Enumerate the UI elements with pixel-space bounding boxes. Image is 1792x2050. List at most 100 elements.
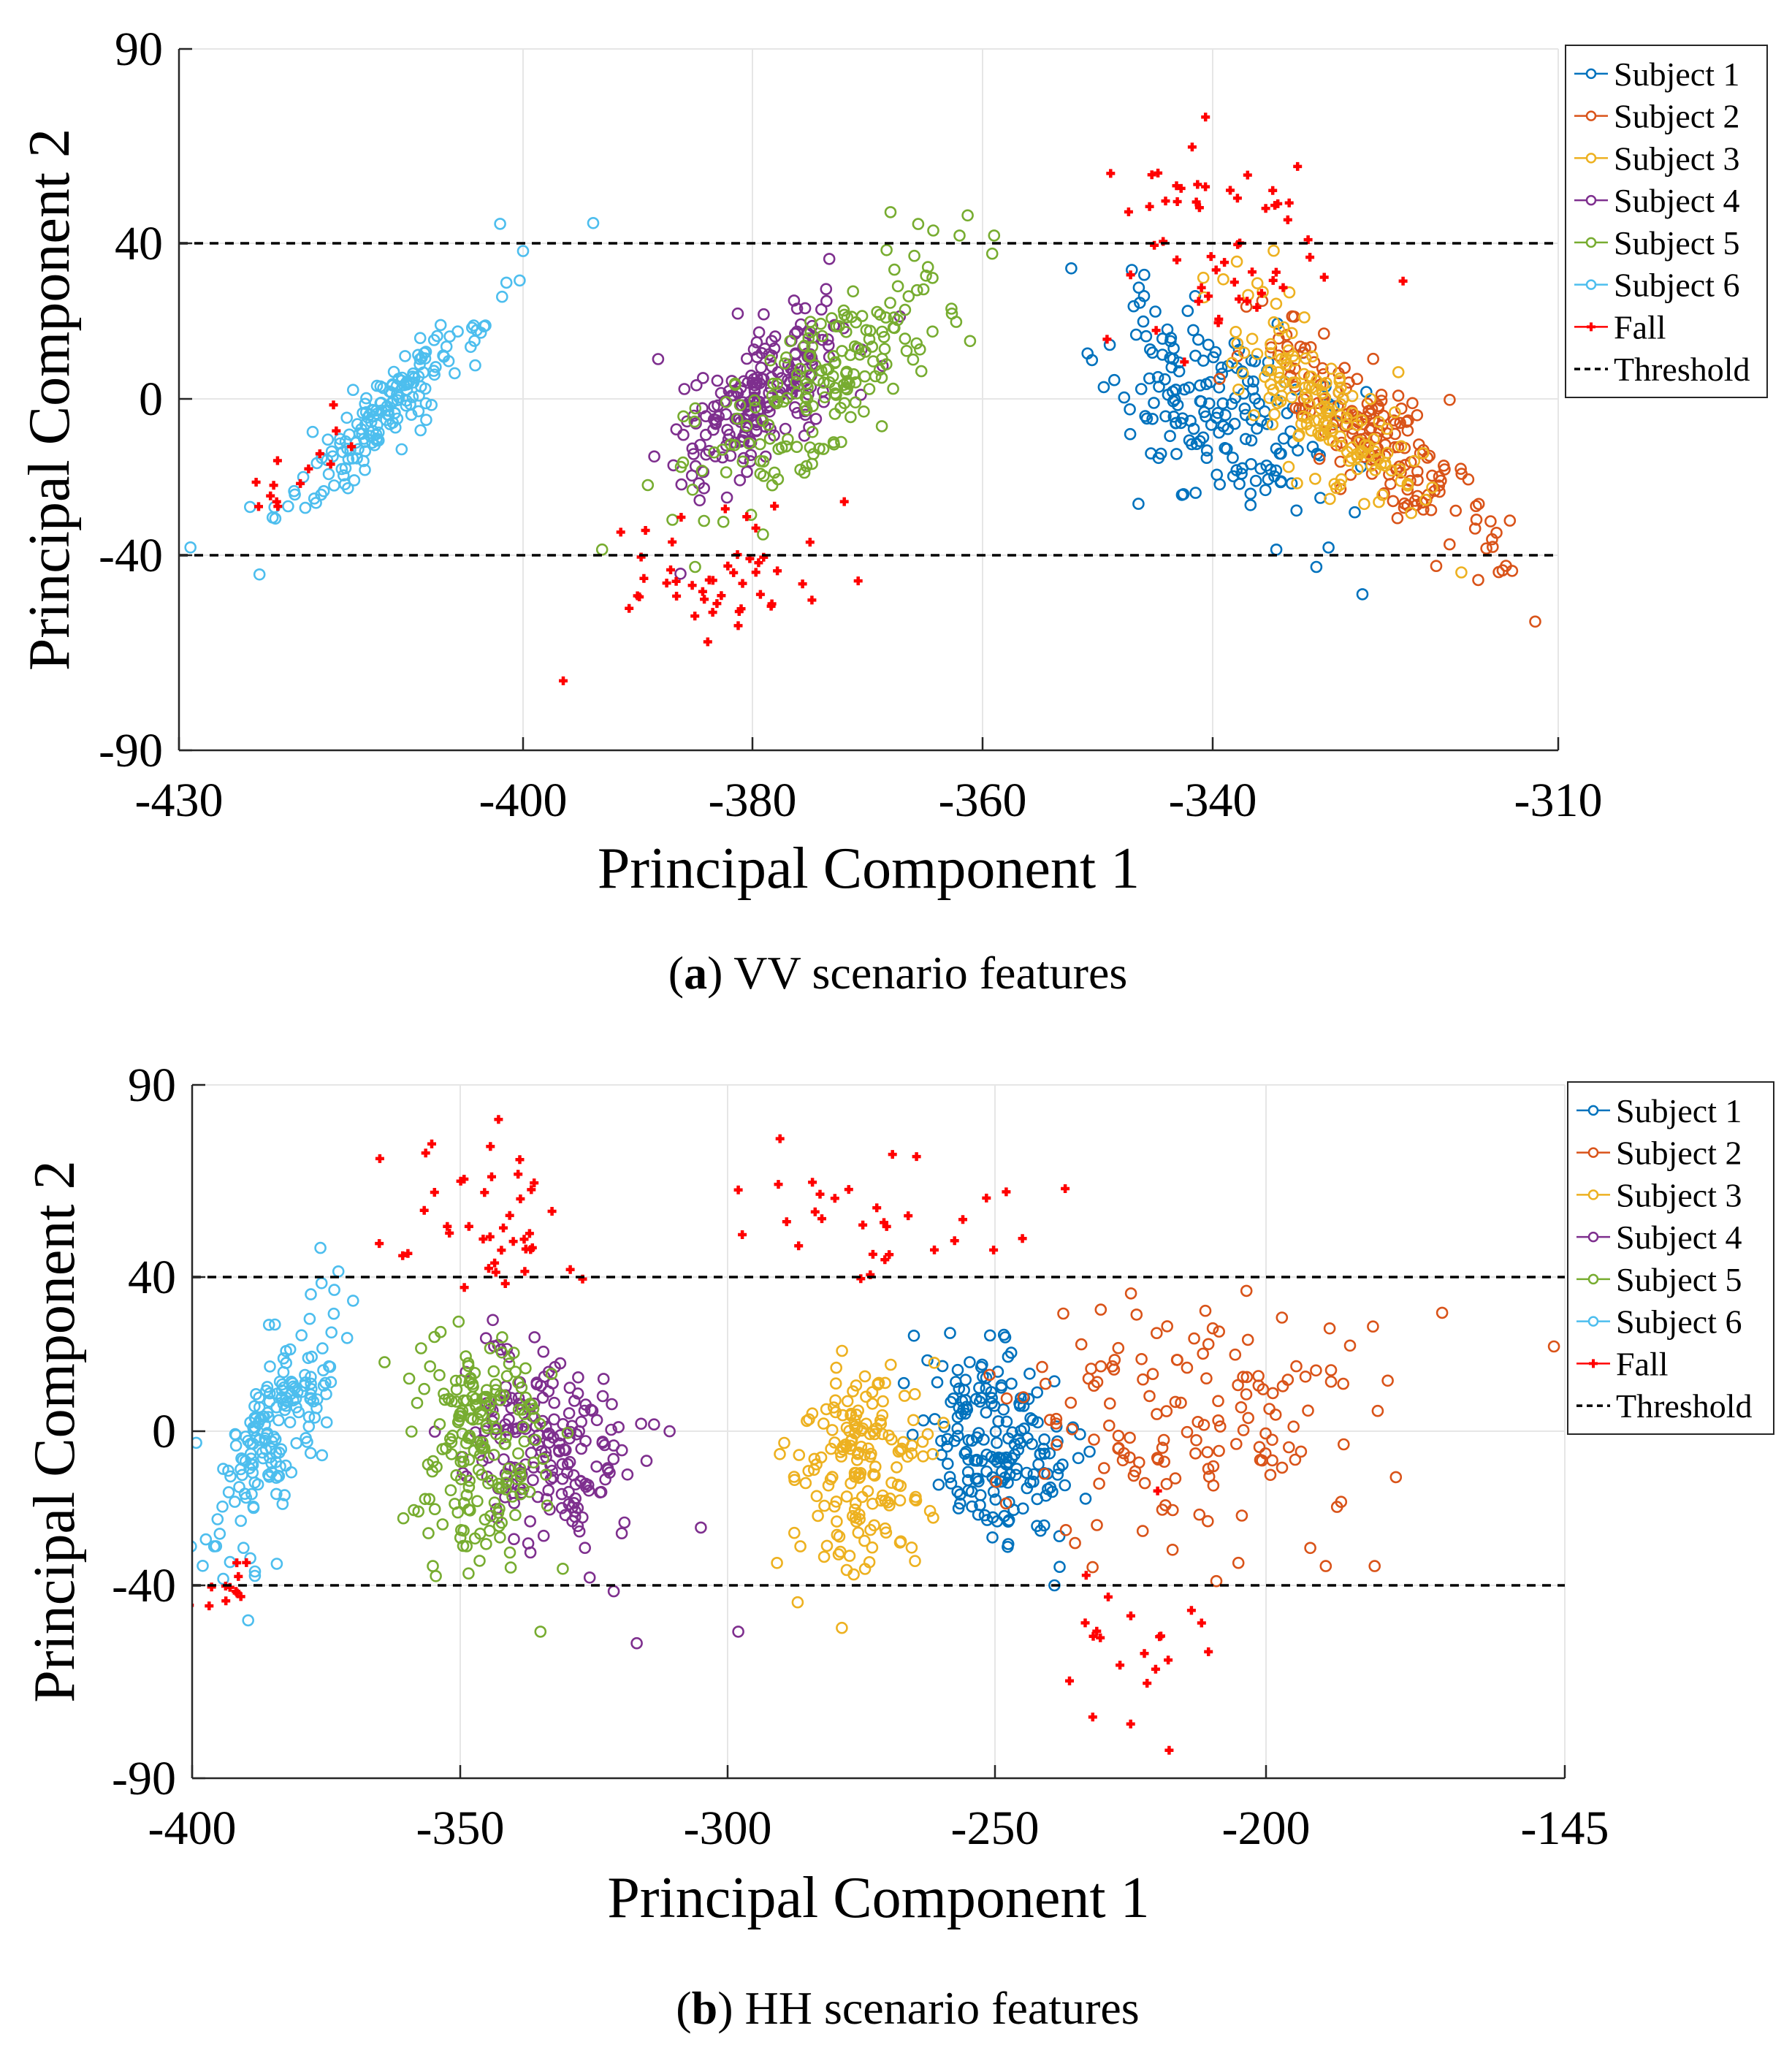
scatter-point	[1261, 418, 1273, 430]
scatter-point	[1251, 348, 1264, 360]
fall-point	[815, 1189, 825, 1199]
scatter-point	[612, 1421, 625, 1433]
scatter-point	[1275, 353, 1288, 365]
scatter-point	[1330, 1501, 1343, 1513]
legend-marker	[1585, 153, 1597, 164]
scatter-point	[1023, 1368, 1036, 1380]
scatter-point	[688, 415, 701, 428]
scatter-point	[1430, 560, 1443, 573]
scatter-point	[1319, 414, 1332, 427]
scatter-point	[1238, 346, 1251, 359]
scatter-point	[1373, 416, 1386, 428]
scatter-point	[1093, 1477, 1105, 1490]
scatter-point	[992, 1415, 1004, 1428]
fall-point	[1213, 318, 1223, 327]
scatter-point	[980, 1371, 993, 1384]
fall-point	[232, 1587, 241, 1596]
fall-point	[1293, 161, 1303, 171]
scatter-point	[1188, 1332, 1200, 1345]
scatter-point	[867, 355, 880, 367]
scatter-point	[534, 1626, 547, 1638]
fall-point	[460, 1283, 469, 1292]
scatter-point	[1194, 435, 1206, 448]
scatter-point	[858, 1370, 872, 1383]
scatter-point	[850, 1379, 863, 1392]
scatter-point	[1389, 417, 1402, 430]
scatter-point	[1286, 310, 1299, 323]
scatter-point	[1200, 378, 1213, 391]
scatter-point	[405, 1425, 418, 1438]
fall-point	[480, 1188, 489, 1197]
scatter-point	[689, 560, 701, 574]
scatter-point	[1143, 1390, 1156, 1403]
scatter-point	[941, 1433, 953, 1445]
scatter-point	[418, 1382, 431, 1395]
scatter-point	[494, 218, 506, 230]
scatter-point	[320, 1416, 333, 1429]
fall-point	[427, 1139, 436, 1148]
scatter-point	[1249, 474, 1262, 487]
fall-point	[1002, 1187, 1011, 1197]
fall-point	[478, 1235, 488, 1243]
fall-point	[1193, 180, 1202, 189]
scatter-point	[758, 308, 770, 321]
legend-label: Subject 3	[1614, 140, 1739, 177]
fall-point	[1143, 1679, 1152, 1688]
scatter-point	[847, 1385, 859, 1398]
scatter-point	[1265, 347, 1277, 359]
scatter-point	[211, 1513, 224, 1525]
scatter-point	[862, 1442, 874, 1455]
scatter-point	[1235, 1509, 1248, 1522]
scatter-point	[809, 359, 822, 372]
scatter-point	[1273, 447, 1286, 460]
scatter-point	[1200, 444, 1213, 457]
scatter-point	[806, 457, 818, 470]
fall-point	[1140, 1649, 1149, 1658]
scatter-point	[1444, 393, 1456, 406]
scatter-point	[856, 1490, 869, 1504]
scatter-point	[823, 253, 836, 265]
fall-point	[808, 1178, 817, 1187]
scatter-point	[1290, 504, 1303, 517]
scatter-point	[888, 321, 901, 335]
scatter-point	[958, 1384, 970, 1397]
scatter-point	[1146, 346, 1159, 359]
scatter-point	[248, 1476, 262, 1489]
fall-point	[720, 504, 730, 514]
scatter-point	[346, 1295, 359, 1307]
scatter-point	[1230, 464, 1243, 476]
scatter-point	[1086, 354, 1099, 367]
scatter-point	[1277, 432, 1290, 445]
scatter-point	[455, 1374, 468, 1387]
scatter-point	[828, 387, 842, 400]
scatter-point	[404, 397, 416, 411]
scatter-point	[1492, 565, 1505, 579]
scatter-point	[733, 399, 747, 411]
scatter-point	[1318, 400, 1331, 413]
scatter-point	[1401, 483, 1414, 496]
scatter-point	[427, 334, 441, 346]
scatter-point	[828, 1436, 841, 1449]
scatter-point	[834, 401, 847, 414]
fall-point	[690, 611, 700, 621]
scatter-point	[1197, 431, 1210, 444]
scatter-point	[545, 1368, 558, 1380]
scatter-point	[769, 330, 782, 343]
scatter-point	[965, 1485, 978, 1498]
scatter-point	[763, 433, 777, 445]
legend-marker	[1585, 68, 1597, 80]
scatter-point	[794, 1540, 807, 1552]
scatter-point	[427, 1455, 440, 1468]
scatter-point	[1197, 1347, 1209, 1360]
scatter-point	[484, 1342, 497, 1354]
panel-caption: (b) HH scenario features	[676, 1982, 1139, 2034]
fall-point	[950, 1236, 959, 1246]
scatter-point	[1219, 408, 1232, 422]
scatter-point	[579, 1435, 592, 1447]
scatter-point	[359, 445, 372, 457]
scatter-point	[1349, 506, 1361, 519]
scatter-point	[829, 1377, 842, 1390]
scatter-point	[289, 1392, 302, 1405]
scatter-point	[1202, 1338, 1215, 1351]
scatter-point	[863, 1556, 876, 1569]
